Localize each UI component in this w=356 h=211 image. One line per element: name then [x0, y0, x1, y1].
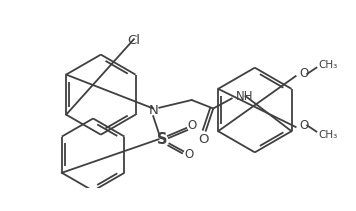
Text: S: S	[157, 132, 168, 147]
Text: CH₃: CH₃	[318, 130, 337, 140]
Text: O: O	[187, 119, 196, 132]
Text: CH₃: CH₃	[318, 60, 337, 70]
Text: O: O	[299, 119, 309, 132]
Text: NH: NH	[236, 90, 254, 103]
Text: O: O	[198, 133, 209, 146]
Text: N: N	[148, 104, 158, 116]
Text: Cl: Cl	[127, 34, 140, 47]
Text: O: O	[299, 67, 309, 80]
Text: O: O	[184, 148, 193, 161]
